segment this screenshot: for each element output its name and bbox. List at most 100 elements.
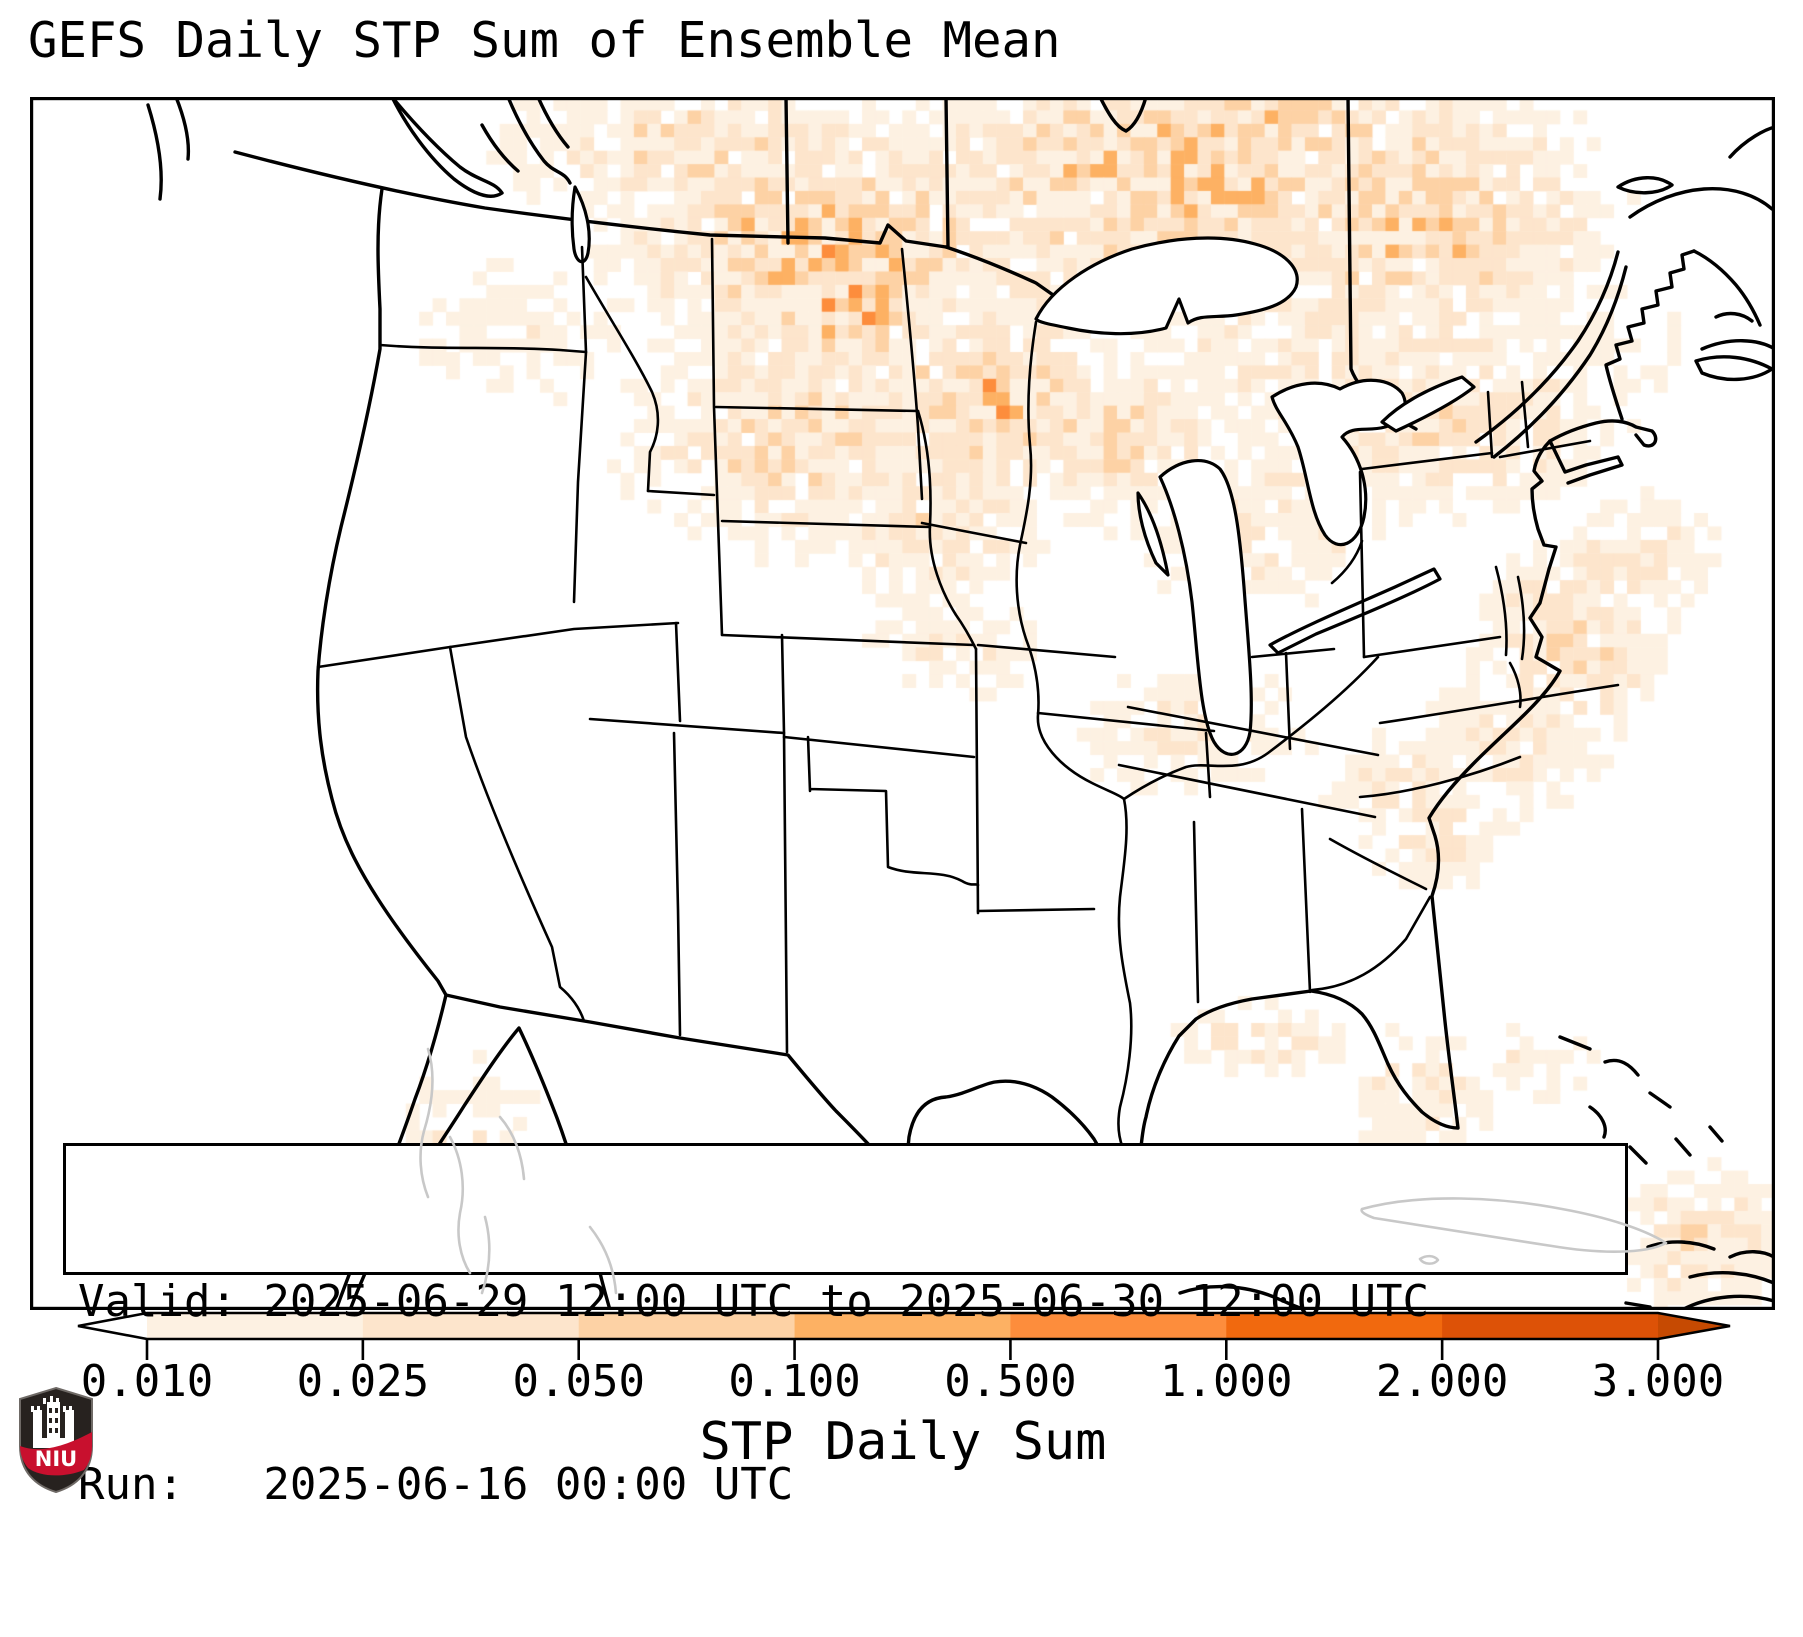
colorbar-ticks xyxy=(145,1339,1660,1360)
chesapeake-bay xyxy=(1494,565,1526,709)
state-borders-group xyxy=(316,237,1620,1161)
colorbar-tick-label: 2.000 xyxy=(1375,1356,1509,1407)
state-border xyxy=(1250,647,1336,659)
bahamas-coast xyxy=(1558,1035,1724,1165)
colorbar xyxy=(77,1311,1731,1360)
haida-gwaii-coast xyxy=(146,97,191,201)
lake-huron xyxy=(1270,378,1407,547)
state-border xyxy=(1486,380,1592,459)
cape-breton-coast xyxy=(1700,339,1775,351)
state-border xyxy=(1358,470,1366,659)
green-bay xyxy=(1136,491,1170,577)
state-border xyxy=(1192,820,1200,1004)
state-border xyxy=(974,647,980,915)
state-border xyxy=(1362,635,1502,659)
state-border xyxy=(1378,683,1620,725)
state-border xyxy=(1328,837,1428,891)
map-panel: Valid: 2025-06-29 12:00 UTC to 2025-06-3… xyxy=(30,97,1775,1510)
colorbar-segment xyxy=(362,1313,580,1339)
state-border xyxy=(448,645,586,1023)
state-border xyxy=(588,717,786,735)
colorbar-tick-label: 0.010 xyxy=(80,1356,214,1407)
state-border xyxy=(916,409,978,651)
state-border xyxy=(316,621,680,669)
lake-michigan xyxy=(1158,459,1253,756)
state-border xyxy=(672,731,682,1037)
state-border xyxy=(1360,451,1494,471)
colorbar-segment xyxy=(1010,1313,1227,1339)
gulf-st-lawrence-coast xyxy=(1628,186,1774,219)
colorbar-axis-label: STP Daily Sum xyxy=(699,1412,1107,1472)
province-border xyxy=(944,97,950,249)
state-border xyxy=(1284,651,1292,751)
state-border xyxy=(720,633,976,647)
james-bay-coast xyxy=(1098,97,1148,133)
colorbar-segment xyxy=(1226,1313,1443,1339)
state-border xyxy=(1358,755,1522,799)
st-lawrence-north-bank xyxy=(1492,265,1628,459)
state-border xyxy=(1330,539,1364,585)
state-border xyxy=(710,237,724,637)
state-border xyxy=(920,521,1028,545)
pei-coast xyxy=(1714,311,1754,323)
state-border xyxy=(674,621,682,723)
us-canada-border xyxy=(233,150,948,249)
colorbar-tick-label: 3.000 xyxy=(1591,1356,1725,1407)
colorbar-segments xyxy=(147,1313,1659,1339)
colorbar-tick-label: 0.500 xyxy=(944,1356,1077,1407)
state-border xyxy=(1310,895,1432,992)
state-border xyxy=(806,735,980,887)
geography-layer xyxy=(30,97,1775,1310)
lake-superior xyxy=(1034,236,1299,336)
run-time-text: Run: 2025-06-16 00:00 UTC xyxy=(78,1459,794,1510)
colorbar-tick-label: 1.000 xyxy=(1160,1356,1293,1407)
niu-red-band xyxy=(20,1432,92,1476)
page-title: GEFS Daily STP Sum of Ensemble Mean xyxy=(28,12,1061,69)
colorbar-tick-label: 0.050 xyxy=(512,1356,645,1407)
colorbar-segment xyxy=(578,1313,796,1339)
colorbar-segment xyxy=(147,1313,364,1339)
maine-coast xyxy=(1604,249,1696,421)
lake-ontario xyxy=(1380,375,1476,433)
ohio-river-border xyxy=(1122,655,1380,801)
cuba-east-coast xyxy=(1646,1240,1775,1259)
state-border xyxy=(900,247,924,501)
state-border xyxy=(378,343,588,354)
colorbar-segment xyxy=(794,1313,1012,1339)
niu-logo-text: NIU xyxy=(35,1447,77,1471)
niu-castle-icon xyxy=(31,1396,74,1448)
province-border xyxy=(1346,97,1418,431)
nova-scotia-coast xyxy=(1694,355,1774,382)
valid-time-text: Valid: 2025-06-29 12:00 UTC to 2025-06-3… xyxy=(78,1276,1430,1327)
border-gulf-atlantic-coast xyxy=(444,439,1624,1251)
stp-raster-layer xyxy=(30,97,1775,1310)
state-border xyxy=(1300,807,1312,994)
state-border xyxy=(780,633,789,1054)
state-border xyxy=(1126,705,1380,757)
niu-logo: NIU xyxy=(19,1386,93,1494)
state-border xyxy=(782,735,976,759)
vancouver-island-coast xyxy=(390,97,504,198)
colorbar-tick-label: 0.100 xyxy=(728,1356,861,1407)
minnesota-north-border xyxy=(944,245,1058,299)
lakes-group xyxy=(570,185,1476,756)
colorbar-segment xyxy=(1442,1313,1659,1339)
colorbar-tick-label: 0.025 xyxy=(296,1356,430,1407)
weather-map-page: { "title": "GEFS Daily STP Sum of Ensemb… xyxy=(19,12,1775,1510)
colorbar-under-arrow xyxy=(78,1313,147,1339)
state-border xyxy=(976,643,1117,659)
newfoundland-coast xyxy=(1728,125,1775,159)
mississippi-river-border xyxy=(1015,320,1133,1161)
new-england-coast xyxy=(1548,419,1658,448)
state-border xyxy=(976,907,1096,913)
state-border xyxy=(1036,711,1216,733)
lake-erie xyxy=(1268,567,1442,655)
state-border xyxy=(584,275,660,493)
state-border xyxy=(1117,763,1377,819)
puget-sound xyxy=(570,185,591,264)
coastline-group xyxy=(146,97,1775,1310)
hispaniola-coast xyxy=(1624,1271,1775,1310)
state-border xyxy=(572,245,588,604)
colorbar-over-arrow xyxy=(1658,1313,1730,1339)
st-lawrence-south-bank xyxy=(1474,250,1620,444)
